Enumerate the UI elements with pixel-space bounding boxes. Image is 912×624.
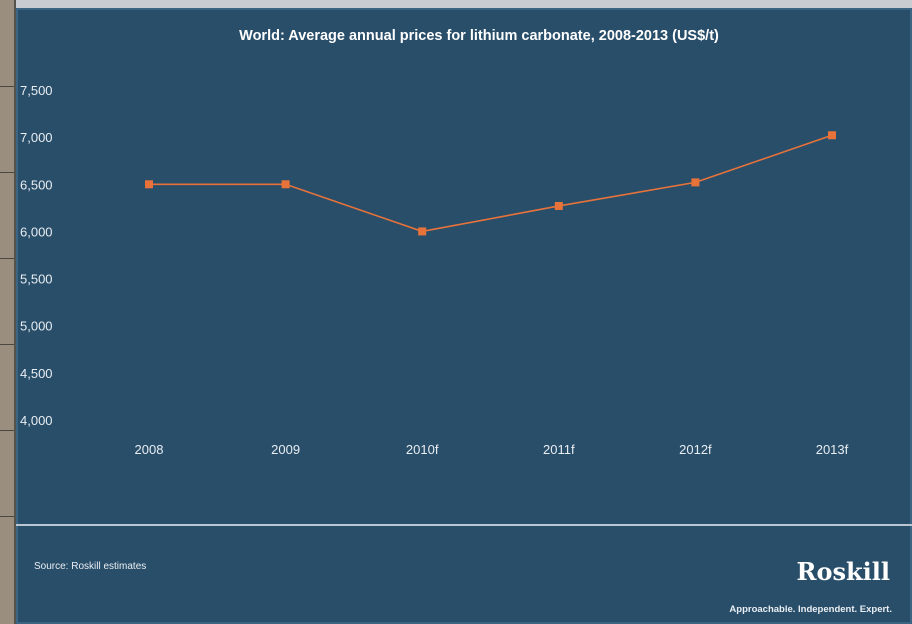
series-line [149,134,833,233]
x-tick-label: 2009 [271,442,300,457]
data-point-marker [691,178,700,187]
chart-title: World: Average annual prices for lithium… [239,28,719,44]
y-tick-label: 7,000 [20,130,53,145]
data-point-marker [418,227,427,236]
brand-logo: Roskill [796,557,890,586]
y-tick-label: 5,000 [20,319,53,334]
data-point-marker [828,131,836,140]
y-tick-label: 7,500 [20,83,53,98]
data-point-marker [145,180,153,189]
data-point-marker [281,180,290,189]
footer-divider [16,524,912,526]
line-chart: 4,000 4,500 5,000 5,500 6,000 6,500 7,000 7,500… [20,83,849,457]
y-tick-label: 4,000 [20,413,53,428]
left-edge-strip [0,0,16,624]
x-tick-label: 2012f [679,442,712,457]
y-tick-label: 4,500 [20,366,53,381]
source-note: Source: Roskill estimates [34,561,147,572]
x-tick-label: 2011f [543,442,575,457]
y-tick-label: 6,500 [20,177,53,192]
chart-panel: World: Average annual prices for lithium… [16,8,912,624]
brand-tagline: Approachable. Independent. Expert. [729,604,892,615]
x-tick-label: 2010f [406,442,439,457]
x-tick-label: 2013f [816,442,849,457]
y-tick-label: 6,000 [20,224,53,239]
y-tick-label: 5,500 [20,272,53,287]
data-point-marker [554,201,563,210]
x-tick-label: 2008 [135,442,164,457]
